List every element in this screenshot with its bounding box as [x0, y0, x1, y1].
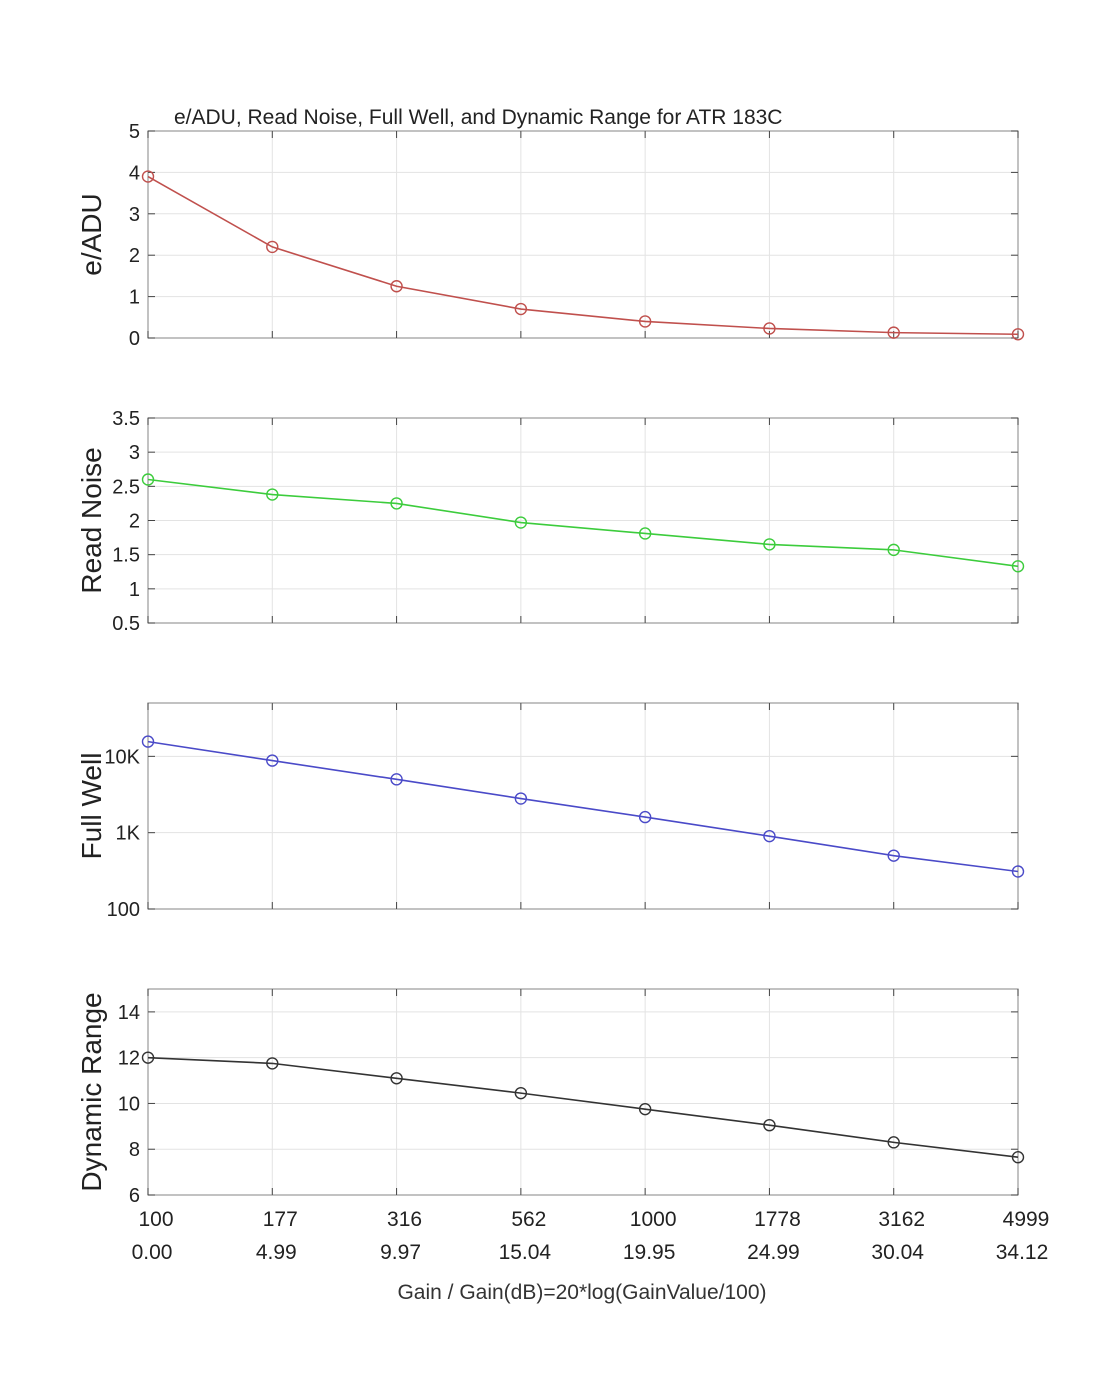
- data-point-read-noise: [141, 473, 155, 486]
- x-tick-label-gain: 1778: [754, 1208, 801, 1231]
- plot-area-dynamic-range: [147, 988, 1019, 1196]
- data-point-eadu: [514, 302, 528, 316]
- data-point-full-well: [763, 829, 776, 843]
- y-tick-label: 3: [129, 442, 140, 464]
- y-tick-label: 1: [129, 579, 140, 601]
- y-tick-label: 1K: [116, 823, 141, 845]
- data-point-full-well: [514, 792, 528, 805]
- data-point-eadu: [1011, 328, 1025, 341]
- x-tick-label-db: 19.95: [623, 1241, 676, 1264]
- data-point-full-well: [141, 735, 155, 748]
- data-point-dynamic-range: [887, 1136, 900, 1149]
- x-axis-category-labels: 100 177 316 562 1000 1778 3162 4999 0.00 4.99 9.97…: [132, 1208, 1050, 1264]
- y-tick-label: 8: [129, 1139, 140, 1161]
- x-tick-label-gain: 177: [263, 1208, 298, 1231]
- y-axis-label-eadu: e/ADU: [76, 193, 107, 275]
- y-axis-label-read-noise: Read Noise: [76, 447, 107, 593]
- y-tick-label: 14: [118, 1002, 140, 1024]
- chart-title: e/ADU, Read Noise, Full Well, and Dynami…: [174, 106, 782, 129]
- x-tick-label-db: 15.04: [499, 1241, 552, 1264]
- y-tick-label: 2: [129, 511, 140, 533]
- x-tick-label-gain: 100: [138, 1208, 173, 1231]
- x-tick-label-gain: 562: [511, 1208, 546, 1231]
- y-tick-label: 10: [118, 1093, 140, 1115]
- data-point-eadu: [638, 315, 652, 328]
- subplot-dynamic-range: 6 8 10 12 14 Dynamic Range: [76, 988, 1025, 1207]
- series-line-eadu: [147, 175, 1019, 336]
- series-line-full-well: [147, 740, 1019, 873]
- y-tick-label: 3.5: [112, 408, 140, 430]
- data-point-read-noise: [638, 527, 652, 540]
- data-point-full-well: [266, 754, 279, 767]
- x-tick-label-gain: 316: [387, 1208, 422, 1231]
- x-tick-label-db: 4.99: [256, 1241, 297, 1264]
- x-tick-label-db: 30.04: [871, 1241, 924, 1264]
- subplot-eadu: 0 1 2 3 4 5 e/ADU: [76, 121, 1025, 350]
- y-axis-label-full-well: Full Well: [76, 753, 107, 860]
- data-point-eadu: [141, 170, 155, 183]
- series-line-dynamic-range: [147, 1056, 1019, 1159]
- y-tick-label: 12: [118, 1048, 140, 1070]
- x-tick-label-gain: 3162: [878, 1208, 925, 1231]
- data-point-read-noise: [763, 538, 776, 551]
- data-point-dynamic-range: [514, 1086, 528, 1100]
- x-tick-label-db: 0.00: [132, 1241, 173, 1264]
- y-tick-label: 2: [129, 245, 140, 267]
- data-point-read-noise: [1011, 560, 1025, 573]
- series-line-read-noise: [147, 478, 1019, 568]
- data-point-read-noise: [390, 497, 403, 510]
- data-point-dynamic-range: [763, 1118, 776, 1132]
- data-point-eadu: [266, 240, 279, 254]
- y-tick-label: 4: [129, 162, 140, 184]
- data-point-dynamic-range: [1011, 1151, 1025, 1164]
- data-point-eadu: [887, 326, 900, 339]
- y-tick-label: 10K: [104, 746, 140, 768]
- y-tick-label: 3: [129, 204, 140, 226]
- data-point-read-noise: [266, 488, 279, 501]
- y-tick-label: 6: [129, 1185, 140, 1207]
- x-tick-label-gain: 1000: [630, 1208, 677, 1231]
- data-point-dynamic-range: [141, 1051, 155, 1064]
- data-point-full-well: [638, 810, 652, 824]
- y-tick-label: 0.5: [112, 613, 140, 635]
- y-tick-label: 5: [129, 121, 140, 143]
- x-tick-label-gain: 4999: [1003, 1208, 1050, 1231]
- y-tick-label: 1: [129, 287, 140, 309]
- x-tick-label-db: 34.12: [996, 1241, 1049, 1264]
- data-point-full-well: [390, 773, 403, 786]
- y-tick-label: 0: [129, 328, 140, 350]
- data-point-eadu: [763, 322, 776, 335]
- data-point-dynamic-range: [638, 1102, 652, 1116]
- data-point-read-noise: [514, 516, 528, 529]
- x-axis-label: Gain / Gain(dB)=20*log(GainValue/100): [397, 1281, 766, 1304]
- data-point-dynamic-range: [390, 1072, 403, 1085]
- data-point-read-noise: [887, 543, 900, 557]
- data-point-dynamic-range: [266, 1057, 279, 1070]
- data-point-full-well: [1011, 865, 1025, 878]
- plot-area-eadu: [147, 130, 1019, 339]
- x-tick-label-db: 9.97: [380, 1241, 421, 1264]
- plot-area-full-well: [147, 702, 1019, 910]
- data-point-eadu: [390, 280, 403, 293]
- y-tick-label: 1.5: [112, 545, 140, 567]
- y-tick-label: 100: [107, 899, 140, 921]
- y-tick-label: 2.5: [112, 476, 140, 498]
- x-tick-label-db: 24.99: [747, 1241, 800, 1264]
- data-point-full-well: [887, 849, 900, 862]
- y-axis-label-dynamic-range: Dynamic Range: [76, 992, 107, 1191]
